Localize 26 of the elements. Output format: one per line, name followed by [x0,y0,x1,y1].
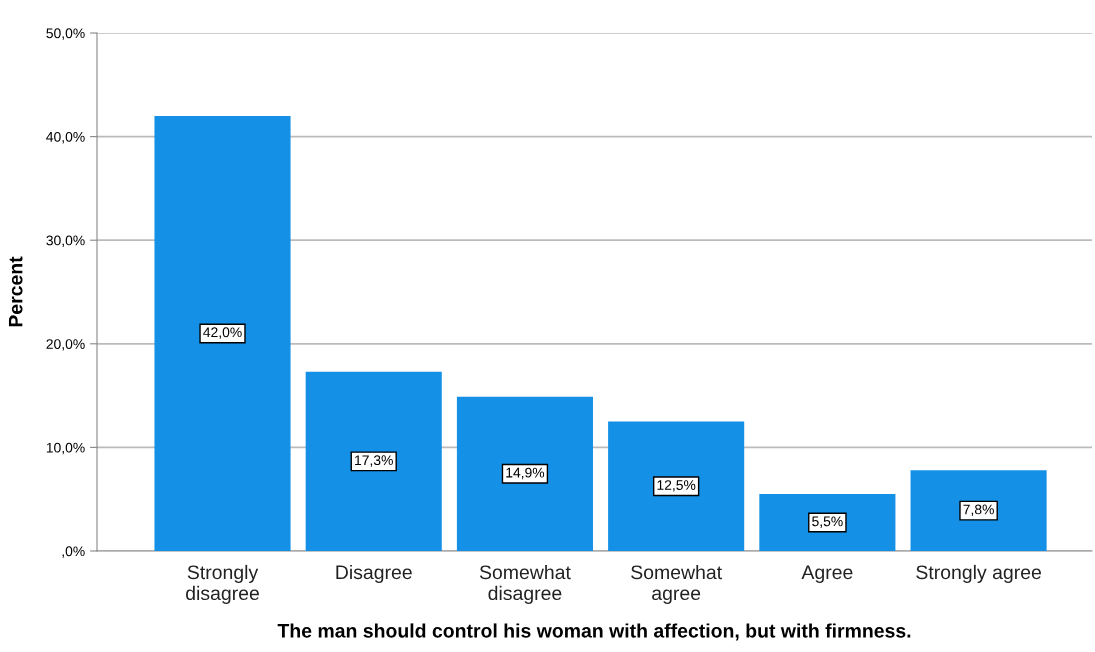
y-tick-label: 50,0% [46,28,85,40]
bar [608,421,745,551]
bar [154,115,291,551]
y-tick-label: 30,0% [46,235,85,248]
x-tick-label: Somewhat disagree [479,564,571,604]
x-axis-title: The man should control his woman with affection, but with firmness. [277,623,911,641]
x-tick-label: Disagree [336,564,412,584]
y-tick-label: ,0% [62,546,85,558]
y-axis-title: Percent [8,256,23,327]
data-label: 12,5% [657,480,696,492]
bar [759,494,896,551]
x-tick-label: Agree [801,565,853,584]
x-tick-label: Strongly agree [916,564,1041,584]
data-label: 14,9% [506,467,545,480]
bar [456,396,593,551]
data-label: 42,0% [203,327,242,339]
data-label: 7,8% [963,504,994,516]
x-tick-label: Strongly disagree [186,564,259,604]
y-tick-label: 20,0% [46,339,85,351]
data-label: 5,5% [812,516,843,528]
y-tick-label: 40,0% [46,131,85,144]
bar [305,371,442,551]
data-label: 17,3% [355,455,393,467]
y-tick-label: 10,0% [46,442,85,455]
x-tick-label: Somewhat agree [631,564,722,604]
bar [910,470,1047,551]
